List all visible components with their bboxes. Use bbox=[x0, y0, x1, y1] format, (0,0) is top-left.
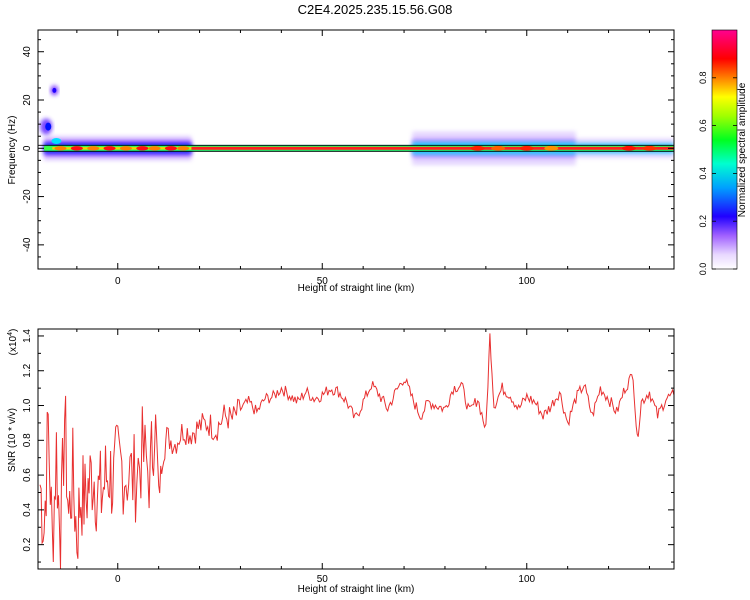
snr-axes: 0 50 100 0.2 0.4 0.6 0.8 1.0 1.2 1.4 bbox=[22, 329, 674, 585]
spectrogram-xtick-label: 50 bbox=[317, 276, 329, 287]
heatmap-blob-core bbox=[51, 138, 62, 145]
spectrogram-heatmap bbox=[38, 85, 674, 166]
snr-ytick-label: 1.2 bbox=[22, 363, 33, 377]
spectrogram-ytick-label: 0 bbox=[22, 145, 33, 151]
snr-series-points bbox=[40, 335, 674, 554]
colorbar-tick-label: 0.0 bbox=[698, 263, 708, 276]
heatmap-hotspot bbox=[119, 146, 132, 151]
spectrogram-ytick-label: -20 bbox=[22, 189, 33, 204]
snr-ytick-label: 1.0 bbox=[22, 398, 33, 412]
spectrogram-xlabel: Height of straight line (km) bbox=[298, 283, 415, 294]
snr-xtick-label: 50 bbox=[317, 574, 329, 585]
heatmap-hotspot bbox=[470, 145, 485, 151]
snr-ytick-label: 0.8 bbox=[22, 433, 33, 447]
snr-frame bbox=[37, 328, 675, 570]
snr-multiplier: (x104) bbox=[7, 329, 19, 356]
snr-ytick-label: 0.2 bbox=[22, 537, 33, 551]
spectrogram-ytick-label: 20 bbox=[22, 94, 33, 106]
snr-xtick-label: 0 bbox=[115, 574, 121, 585]
colorbar-tick-label: 0.6 bbox=[698, 119, 708, 132]
spectrogram-ylabel: Frequency (Hz) bbox=[7, 116, 18, 185]
heatmap-hotspot bbox=[148, 146, 161, 151]
colorbar-tick-label: 0.2 bbox=[698, 215, 708, 228]
spectrogram-xtick-label: 100 bbox=[518, 276, 535, 287]
snr-series-line bbox=[39, 333, 674, 569]
spectrogram-frame bbox=[37, 29, 675, 270]
snr-ylabel: SNR (10 * v/v) bbox=[7, 408, 18, 472]
heatmap-hotspot bbox=[136, 146, 149, 151]
colorbar: 0.0 0.2 0.4 0.6 0.8 Normalized spectral ampl… bbox=[698, 29, 748, 276]
chart-title: C2E4.2025.235.15.56.G08 bbox=[297, 2, 453, 17]
spectrogram-ytick-label: 40 bbox=[22, 46, 33, 58]
heatmap-hotspot bbox=[87, 146, 100, 151]
colorbar-tick-label: 0.4 bbox=[698, 167, 708, 180]
colorbar-frame bbox=[711, 29, 738, 270]
colorbar-label: Normalized spectral amplitude bbox=[737, 82, 748, 217]
heatmap-hotspot bbox=[103, 146, 116, 151]
heatmap-band bbox=[191, 146, 674, 150]
spectrogram-axes: 0 50 100 -40 -20 0 20 40 bbox=[22, 30, 674, 287]
heatmap-hotspot bbox=[622, 145, 637, 151]
snr-panel: 0 50 100 0.2 0.4 0.6 0.8 1.0 1.2 1.4 Height of st… bbox=[7, 328, 675, 595]
spectrogram-panel: 0 50 100 -40 -20 0 20 40 Height of straight lin… bbox=[7, 29, 675, 294]
spectrogram-xtick-label: 0 bbox=[115, 276, 121, 287]
heatmap-hotspot bbox=[54, 146, 67, 151]
heatmap-hotspot bbox=[544, 145, 559, 151]
snr-ytick-label: 0.6 bbox=[22, 468, 33, 482]
colorbar-gradient bbox=[712, 30, 737, 269]
snr-xlabel: Height of straight line (km) bbox=[298, 584, 415, 595]
colorbar-ticks: 0.0 0.2 0.4 0.6 0.8 bbox=[698, 72, 737, 276]
snr-ytick-label: 0.4 bbox=[22, 502, 33, 516]
heatmap-blob-core bbox=[52, 87, 57, 93]
heatmap-hotspot bbox=[519, 145, 534, 151]
snr-xtick-label: 100 bbox=[518, 574, 535, 585]
spectrogram-ytick-label: -40 bbox=[22, 237, 33, 252]
heatmap-hotspot bbox=[177, 146, 190, 151]
heatmap-hotspot bbox=[491, 145, 506, 151]
heatmap-hotspot bbox=[642, 145, 657, 151]
heatmap-hotspot bbox=[164, 146, 177, 151]
snr-ytick-label: 1.4 bbox=[22, 329, 33, 343]
heatmap-hotspot bbox=[70, 146, 83, 151]
heatmap-blob-core bbox=[45, 122, 52, 131]
colorbar-tick-label: 0.8 bbox=[698, 72, 708, 85]
